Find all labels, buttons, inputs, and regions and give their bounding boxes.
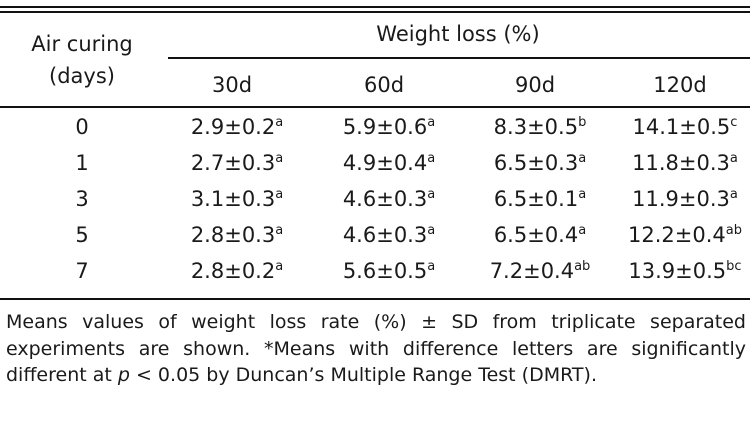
group-header: Weight loss (%) xyxy=(376,22,540,46)
row-day-label: 7 xyxy=(75,259,89,283)
significance-letter: a xyxy=(578,223,587,238)
cell-value: 14.1±0.5 xyxy=(632,115,731,139)
table-cell: 2.7±0.3a xyxy=(191,151,283,175)
cell-value: 5.9±0.6 xyxy=(342,115,428,139)
cell-value: 5.6±0.5 xyxy=(342,259,428,283)
table-bottom-rule xyxy=(0,298,750,300)
significance-letter: b xyxy=(578,115,587,130)
table-cell: 14.1±0.5c xyxy=(633,115,738,139)
table-cell: 8.3±0.5b xyxy=(494,115,587,139)
significance-letter: a xyxy=(729,151,738,166)
group-header-rule xyxy=(168,57,750,59)
table-cell: 7.2±0.4ab xyxy=(490,259,591,283)
cell-value: 6.5±0.3 xyxy=(493,151,579,175)
significance-letter: a xyxy=(427,151,436,166)
row-day-label: 3 xyxy=(75,187,89,211)
cell-value: 13.9±0.5 xyxy=(628,259,727,283)
row-header-line1: Air curing xyxy=(31,32,133,56)
column-header-30d: 30d xyxy=(211,73,253,97)
table-cell: 4.9±0.4a xyxy=(343,151,435,175)
table-cell: 5.9±0.6a xyxy=(343,115,435,139)
cell-value: 2.8±0.2 xyxy=(190,259,276,283)
cell-value: 4.9±0.4 xyxy=(342,151,428,175)
table-cell: 12.2±0.4ab xyxy=(628,223,742,247)
significance-letter: a xyxy=(578,187,587,202)
significance-letter: a xyxy=(427,259,436,274)
top-rule-1 xyxy=(0,6,750,8)
table-cell: 2.8±0.2a xyxy=(191,259,283,283)
cell-value: 11.9±0.3 xyxy=(632,187,730,211)
significance-letter: a xyxy=(427,223,436,238)
table-cell: 6.5±0.3a xyxy=(494,151,586,175)
table-footnote: Means values of weight loss rate (%) ± S… xyxy=(6,311,746,386)
top-rule-2 xyxy=(0,11,750,13)
header-bottom-rule xyxy=(0,106,750,108)
table-cell: 4.6±0.3a xyxy=(343,223,435,247)
cell-value: 8.3±0.5 xyxy=(493,115,579,139)
column-header-60d: 60d xyxy=(363,73,405,97)
table-cell: 11.9±0.3a xyxy=(632,187,738,211)
significance-letter: ab xyxy=(574,259,591,274)
cell-value: 2.7±0.3 xyxy=(190,151,276,175)
cell-value: 2.9±0.2 xyxy=(190,115,276,139)
significance-letter: a xyxy=(275,223,284,238)
significance-letter: a xyxy=(729,187,738,202)
cell-value: 4.6±0.3 xyxy=(342,187,428,211)
row-day-label: 5 xyxy=(75,223,89,247)
significance-letter: bc xyxy=(726,259,742,274)
significance-letter: ab xyxy=(725,223,742,238)
significance-letter: a xyxy=(275,115,284,130)
row-day-label: 0 xyxy=(75,115,89,139)
cell-value: 2.8±0.3 xyxy=(190,223,276,247)
cell-value: 3.1±0.3 xyxy=(190,187,276,211)
significance-letter: a xyxy=(275,259,284,274)
cell-value: 12.2±0.4 xyxy=(628,223,726,247)
table-cell: 2.8±0.3a xyxy=(191,223,283,247)
row-header-line2: (days) xyxy=(49,64,115,88)
significance-letter: a xyxy=(275,187,284,202)
cell-value: 6.5±0.4 xyxy=(493,223,579,247)
table-cell: 5.6±0.5a xyxy=(343,259,435,283)
table-cell: 13.9±0.5bc xyxy=(628,259,741,283)
significance-letter: a xyxy=(427,187,436,202)
significance-letter: a xyxy=(578,151,587,166)
table-cell: 6.5±0.4a xyxy=(494,223,586,247)
column-header-120d: 120d xyxy=(653,73,707,97)
table-cell: 4.6±0.3a xyxy=(343,187,435,211)
cell-value: 11.8±0.3 xyxy=(632,151,730,175)
table-cell: 2.9±0.2a xyxy=(191,115,283,139)
table-cell: 3.1±0.3a xyxy=(191,187,283,211)
table-cell: 6.5±0.1a xyxy=(494,187,586,211)
cell-value: 6.5±0.1 xyxy=(493,187,579,211)
row-day-label: 1 xyxy=(75,151,89,175)
cell-value: 4.6±0.3 xyxy=(342,223,428,247)
significance-letter: a xyxy=(275,151,284,166)
cell-value: 7.2±0.4 xyxy=(489,259,575,283)
column-header-90d: 90d xyxy=(514,73,556,97)
significance-letter: a xyxy=(427,115,436,130)
table-cell: 11.8±0.3a xyxy=(632,151,738,175)
significance-letter: c xyxy=(730,115,738,130)
